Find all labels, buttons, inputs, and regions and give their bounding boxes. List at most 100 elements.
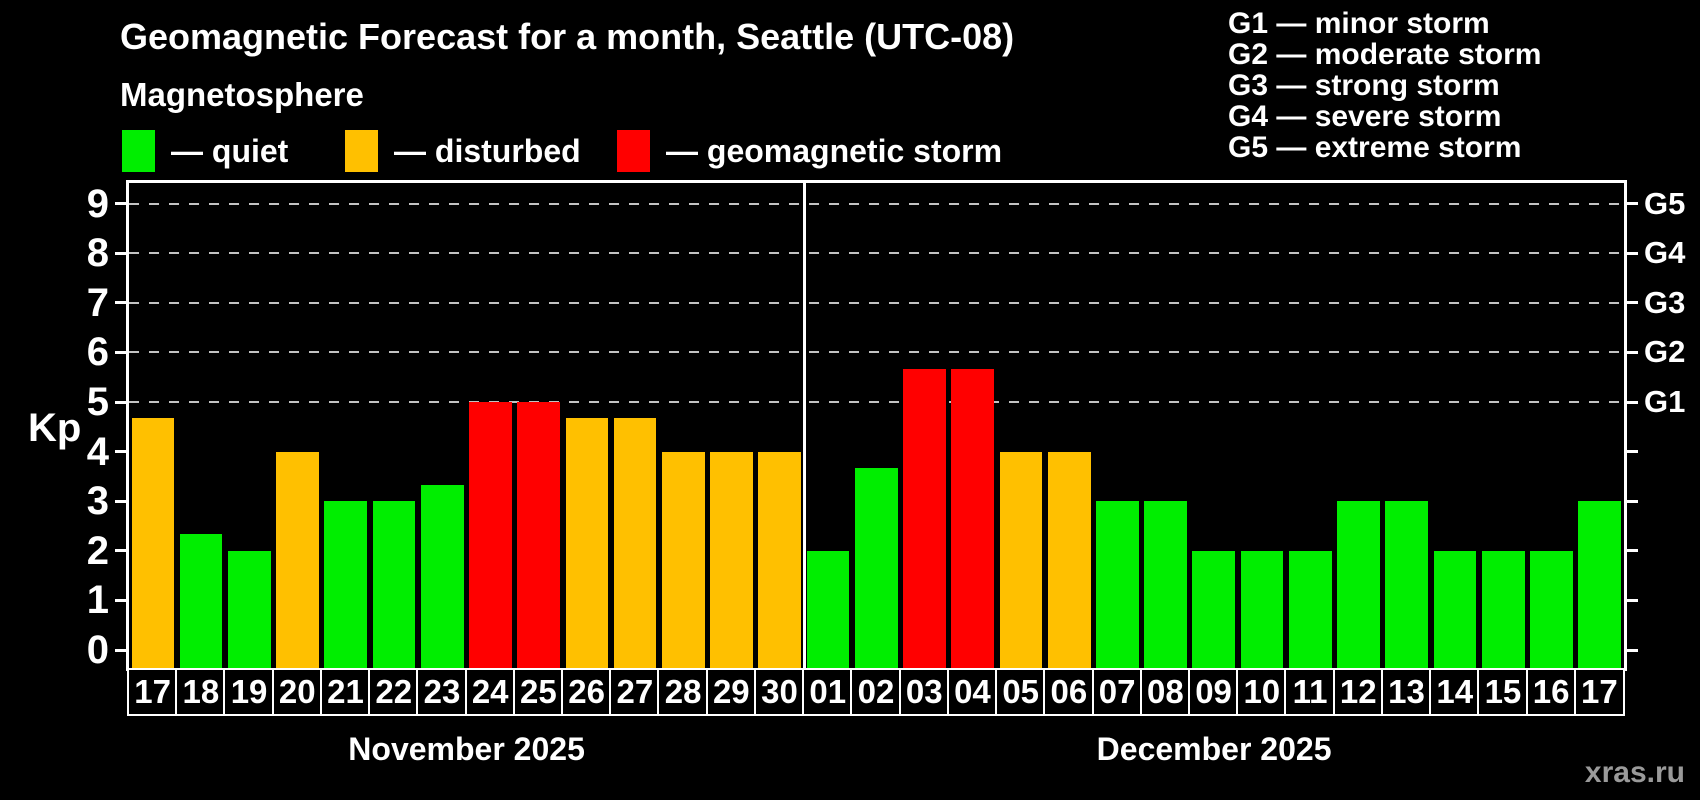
legend-item-storm: — geomagnetic storm <box>617 130 1002 172</box>
date-cell: 13 <box>1380 668 1433 716</box>
legend-label: — quiet <box>171 132 289 169</box>
kp-bar-day-29 <box>710 451 753 668</box>
date-cell: 04 <box>946 668 999 716</box>
y-axis-tick <box>115 450 128 454</box>
month-divider-line <box>802 183 806 668</box>
kp-bar-day-23 <box>420 484 464 668</box>
watermark: xras.ru <box>1584 756 1685 789</box>
kp-bar-day-15 <box>1481 550 1525 668</box>
date-cell: 08 <box>1139 668 1191 716</box>
g-level-label-G2: G2 <box>1644 334 1686 370</box>
gridline-kp-5 <box>129 401 1624 403</box>
g-legend-item: G2 — moderate storm <box>1228 38 1542 71</box>
kp-bar-day-12 <box>1337 501 1380 668</box>
kp-bar-day-04 <box>951 368 995 668</box>
kp-bar-day-06 <box>1047 451 1091 668</box>
kp-bar-day-17 <box>1578 501 1621 668</box>
date-cell: 28 <box>657 668 709 716</box>
gridline-kp-8 <box>129 252 1624 255</box>
kp-bar-day-26 <box>565 418 609 668</box>
kp-bar-day-30 <box>758 451 802 668</box>
kp-bar-day-27 <box>613 418 657 668</box>
gridline-kp-7 <box>129 301 1624 304</box>
chart-title: Geomagnetic Forecast for a month, Seattl… <box>120 16 1015 57</box>
g-legend-item: G3 — strong storm <box>1228 69 1500 102</box>
date-cell: 29 <box>705 668 757 716</box>
kp-bar-day-11 <box>1288 550 1332 668</box>
legend-label: — geomagnetic storm <box>666 132 1003 169</box>
y-axis-tick <box>115 251 128 255</box>
y-axis-tick-label: 5 <box>86 380 109 424</box>
y-axis-tick <box>115 400 128 404</box>
y-axis-tick <box>115 499 128 503</box>
kp-bar-day-25 <box>517 402 561 668</box>
date-cell: 24 <box>464 668 516 716</box>
plot-inner <box>129 183 1624 668</box>
kp-bar-day-28 <box>661 451 705 668</box>
chart-subtitle: Magnetosphere <box>120 76 364 113</box>
kp-bar-day-03 <box>903 368 946 668</box>
kp-bar-day-13 <box>1385 501 1429 668</box>
storm-swatch-icon <box>617 130 650 172</box>
legend-item-disturbed: — disturbed <box>345 130 581 172</box>
legend-label: — disturbed <box>394 132 581 169</box>
y-axis-tick-label: 6 <box>86 330 109 375</box>
date-cell: 16 <box>1525 668 1577 716</box>
y-axis-tick-label: 0 <box>86 628 109 672</box>
date-cell: 14 <box>1429 668 1481 716</box>
disturbed-swatch-icon <box>345 130 378 172</box>
right-axis-tick <box>1625 549 1638 553</box>
kp-bar-day-16 <box>1530 550 1573 668</box>
date-cell: 22 <box>368 668 420 716</box>
date-cell: 11 <box>1284 668 1336 716</box>
y-axis-tick-label: 9 <box>86 181 109 226</box>
kp-bar-day-05 <box>999 451 1043 668</box>
date-cell: 01 <box>802 668 854 716</box>
plot-area <box>126 180 1627 671</box>
date-cell: 18 <box>175 668 227 716</box>
date-cell: 21 <box>319 668 372 716</box>
right-axis-tick <box>1625 499 1638 503</box>
g-level-label-G5: G5 <box>1644 185 1686 221</box>
date-cell: 23 <box>416 668 468 716</box>
kp-bar-day-20 <box>276 451 319 668</box>
gridline-kp-9 <box>129 202 1624 205</box>
date-cell: 27 <box>609 668 661 716</box>
y-axis-tick-label: 8 <box>86 231 109 276</box>
right-axis-tick <box>1625 598 1638 602</box>
date-cell: 10 <box>1236 668 1288 716</box>
date-cell: 17 <box>127 668 179 716</box>
y-axis-tick <box>115 648 128 652</box>
y-axis-tick <box>115 202 128 206</box>
y-axis-tick-label: 1 <box>86 578 109 623</box>
g-level-label-G4: G4 <box>1644 235 1686 271</box>
g-legend-item: G4 — severe storm <box>1228 100 1502 133</box>
kp-bar-day-10 <box>1240 550 1284 668</box>
gridline-kp-6 <box>129 351 1624 354</box>
kp-bar-day-18 <box>179 534 223 668</box>
y-axis-tick <box>115 301 128 305</box>
kp-bar-day-19 <box>227 550 271 668</box>
y-axis-tick-label: 2 <box>86 528 109 573</box>
date-cell: 30 <box>753 668 806 716</box>
date-cell: 26 <box>561 668 613 716</box>
month-label-december: December 2025 <box>1096 731 1332 767</box>
kp-bar-day-14 <box>1433 550 1477 668</box>
kp-axis-label: Kp <box>28 406 82 450</box>
y-axis-tick <box>115 598 128 602</box>
date-cell: 25 <box>512 668 565 716</box>
right-axis-tick <box>1625 202 1638 206</box>
g-legend-item: G1 — minor storm <box>1228 7 1490 40</box>
date-cell: 02 <box>850 668 902 716</box>
date-cell: 03 <box>898 668 950 716</box>
date-cell: 19 <box>223 668 275 716</box>
g-level-label-G3: G3 <box>1644 284 1686 320</box>
kp-bar-day-01 <box>806 550 850 668</box>
kp-bar-day-09 <box>1192 550 1236 668</box>
date-cell: 12 <box>1332 668 1384 716</box>
right-axis-tick <box>1625 648 1638 652</box>
right-axis-tick <box>1625 251 1638 255</box>
date-cell: 17 <box>1573 668 1625 716</box>
date-cell: 09 <box>1187 668 1240 716</box>
